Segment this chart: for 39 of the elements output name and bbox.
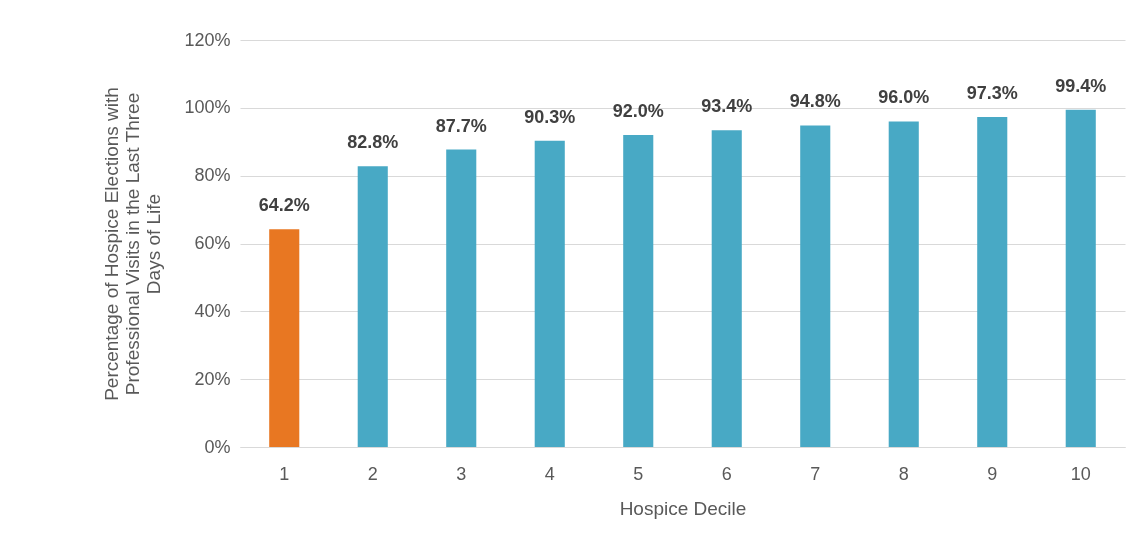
data-label: 97.3% — [966, 82, 1018, 103]
data-label: 90.3% — [524, 106, 576, 127]
y-tick-label: 0% — [204, 436, 231, 457]
bar — [888, 121, 919, 447]
bar — [357, 166, 388, 447]
x-tick-label: 1 — [279, 463, 290, 484]
y-tick-label: 120% — [184, 29, 231, 50]
data-label: 99.4% — [1055, 75, 1107, 96]
data-label: 93.4% — [701, 96, 753, 117]
x-axis-title: Hospice Decile — [619, 497, 747, 519]
bar — [711, 130, 742, 447]
x-tick-label: 8 — [898, 463, 909, 484]
bar — [977, 116, 1008, 447]
y-tick-label: 80% — [194, 165, 231, 186]
bar — [1065, 109, 1096, 447]
bar — [269, 229, 300, 447]
bar — [623, 134, 654, 447]
bar — [800, 125, 831, 447]
x-tick-label: 9 — [987, 463, 998, 484]
bar — [446, 149, 477, 447]
data-label: 94.8% — [789, 91, 841, 112]
data-label: 64.2% — [258, 195, 310, 216]
x-tick-label: 6 — [721, 463, 732, 484]
bar — [534, 140, 565, 447]
x-tick-label: 3 — [456, 463, 467, 484]
data-label: 82.8% — [347, 132, 399, 153]
x-tick-label: 5 — [633, 463, 644, 484]
y-tick-label: 100% — [184, 97, 231, 118]
x-tick-label: 2 — [367, 463, 378, 484]
x-tick-label: 4 — [544, 463, 555, 484]
x-tick-label: 7 — [810, 463, 821, 484]
data-label: 87.7% — [435, 115, 487, 136]
data-label: 92.0% — [612, 100, 664, 121]
data-label: 96.0% — [878, 87, 930, 108]
y-tick-label: 60% — [194, 233, 231, 253]
y-axis-title: Percentage of Hospice Elections with Professional Visits in the Last Three Days of Life — [101, 87, 165, 401]
y-tick-label: 20% — [194, 368, 231, 389]
y-tick-label: 40% — [194, 300, 231, 321]
x-tick-label: 10 — [1070, 463, 1091, 484]
